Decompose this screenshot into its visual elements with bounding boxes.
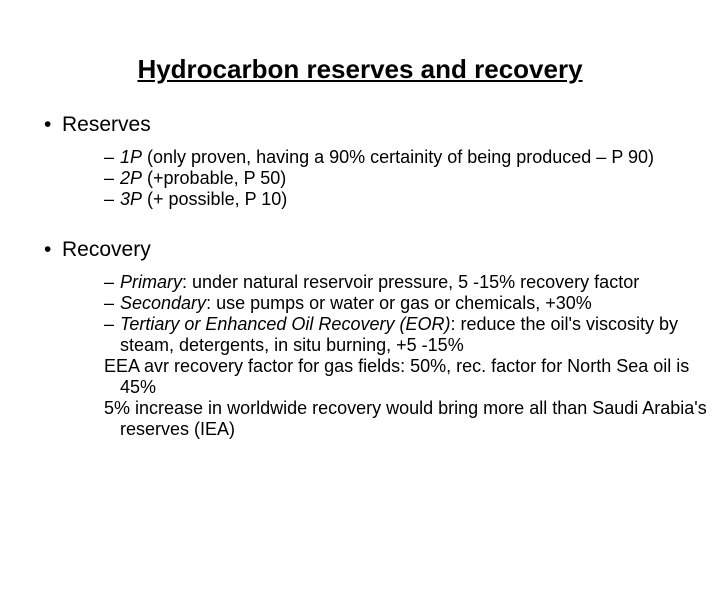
dash-icon: –	[104, 168, 120, 189]
list-item: – 1P (only proven, having a 90% certaini…	[104, 147, 720, 168]
item-rest: : under natural reservoir pressure, 5 -1…	[182, 272, 639, 292]
dash-icon: –	[104, 314, 120, 335]
list-item-plain: EEA avr recovery factor for gas fields: …	[104, 356, 720, 398]
list-item-text: 1P (only proven, having a 90% certainity…	[120, 147, 654, 168]
item-rest: : use pumps or water or gas or chemicals…	[206, 293, 592, 313]
slide-title: Hydrocarbon reserves and recovery	[0, 54, 720, 85]
section-heading-recovery: •Recovery	[44, 238, 720, 262]
plain-text: 5% increase in worldwide recovery would …	[120, 398, 720, 440]
item-rest: (only proven, having a 90% certainity of…	[142, 147, 654, 167]
reserves-list: – 1P (only proven, having a 90% certaini…	[104, 147, 720, 210]
dash-icon: –	[104, 147, 120, 168]
list-item: – Primary: under natural reservoir press…	[104, 272, 720, 293]
list-item: – Tertiary or Enhanced Oil Recovery (EOR…	[104, 314, 720, 356]
list-item: – 3P (+ possible, P 10)	[104, 189, 720, 210]
item-emph: 1P	[120, 147, 142, 167]
item-emph: 3P	[120, 189, 142, 209]
bullet-dot: •	[44, 238, 62, 262]
slide: { "title": { "text": "Hydrocarbon reserv…	[0, 54, 720, 594]
item-rest: (+ possible, P 10)	[142, 189, 287, 209]
item-emph: Primary	[120, 272, 182, 292]
dash-icon: –	[104, 189, 120, 210]
plain-text: EEA avr recovery factor for gas fields: …	[120, 356, 720, 398]
list-item-text: 2P (+probable, P 50)	[120, 168, 286, 189]
item-emph: 2P	[120, 168, 142, 188]
section-heading-text: Reserves	[62, 113, 151, 136]
list-item-text: 3P (+ possible, P 10)	[120, 189, 287, 210]
item-emph: Secondary	[120, 293, 206, 313]
section-heading-reserves: •Reserves	[44, 113, 720, 137]
item-emph: Tertiary or Enhanced Oil Recovery (EOR)	[120, 314, 450, 334]
dash-icon: –	[104, 272, 120, 293]
bullet-dot: •	[44, 113, 62, 137]
recovery-list: – Primary: under natural reservoir press…	[104, 272, 720, 440]
item-rest: (+probable, P 50)	[142, 168, 286, 188]
list-item-text: Primary: under natural reservoir pressur…	[120, 272, 639, 293]
dash-icon: –	[104, 293, 120, 314]
list-item: – 2P (+probable, P 50)	[104, 168, 720, 189]
list-item-plain: 5% increase in worldwide recovery would …	[104, 398, 720, 440]
list-item: – Secondary: use pumps or water or gas o…	[104, 293, 720, 314]
list-item-text: Tertiary or Enhanced Oil Recovery (EOR):…	[120, 314, 720, 356]
list-item-text: Secondary: use pumps or water or gas or …	[120, 293, 592, 314]
section-heading-text: Recovery	[62, 238, 151, 261]
